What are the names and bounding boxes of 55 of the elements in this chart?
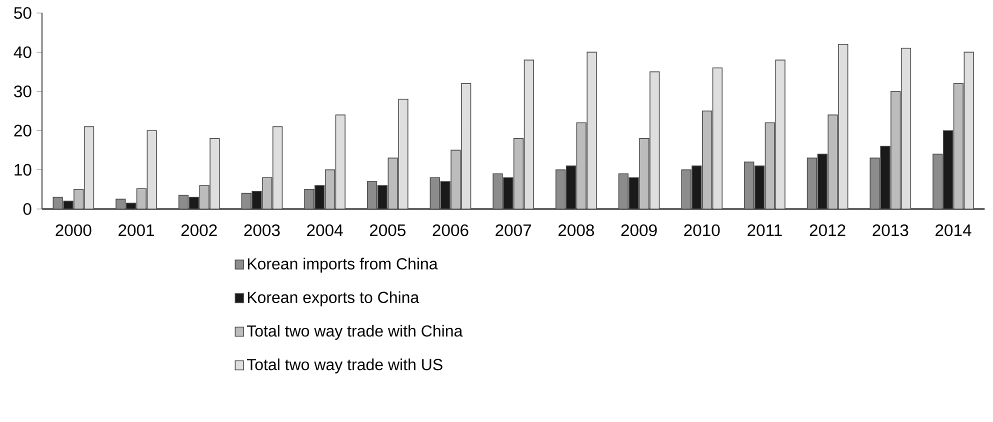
bar (817, 154, 828, 209)
bar (398, 98, 408, 209)
bar (576, 122, 586, 209)
x-tick-label: 2006 (432, 224, 468, 236)
legend-label: Korean imports from China (248, 258, 438, 273)
bar (775, 60, 786, 209)
bar (335, 114, 346, 209)
bar (324, 169, 336, 209)
y-tick-label: 0 (23, 203, 32, 215)
x-tick-label: 2013 (872, 224, 908, 236)
bar (178, 195, 188, 209)
bar (650, 71, 660, 209)
x-tick-label: 2007 (496, 224, 532, 236)
bar (702, 110, 712, 209)
x-tick-label: 2004 (307, 224, 343, 236)
legend-label: Korean exports to China (248, 291, 420, 306)
bar (639, 138, 650, 209)
x-tick-label: 2010 (684, 224, 720, 236)
x-tick-label: 2009 (621, 224, 657, 236)
bar (146, 130, 157, 209)
bar (84, 126, 94, 209)
x-tick-label: 2011 (748, 224, 782, 236)
legend-label: Total two way trade with US (246, 358, 442, 374)
bar (953, 83, 964, 209)
y-tick-label: 10 (14, 164, 32, 176)
bar (272, 126, 283, 209)
bar (838, 44, 848, 209)
bar (828, 114, 838, 209)
x-tick-label: 2005 (370, 224, 406, 236)
x-tick-label: 2014 (936, 224, 972, 236)
bar (932, 154, 943, 209)
bar (764, 122, 775, 209)
bar (450, 150, 461, 209)
bar (513, 138, 524, 209)
x-tick-label: 2003 (244, 224, 280, 236)
x-tick-label: 2008 (558, 224, 594, 236)
y-tick-label: 30 (14, 86, 32, 98)
x-tick-label: 2001 (118, 224, 154, 236)
bar (524, 60, 534, 209)
bar (942, 130, 954, 209)
y-tick-label: 50 (14, 7, 32, 19)
x-tick-label: 2012 (810, 224, 846, 236)
x-tick-label: 2000 (56, 224, 92, 236)
y-tick-label: 20 (14, 124, 32, 137)
bar (890, 91, 901, 209)
bar (712, 67, 723, 209)
y-tick-label: 40 (14, 46, 32, 58)
legend-label: Total two way trade with China (246, 324, 463, 340)
bar (900, 48, 912, 209)
bar (880, 146, 890, 209)
x-tick-label: 2002 (181, 224, 217, 236)
bar (461, 83, 472, 209)
bar (586, 52, 597, 209)
bar (210, 138, 220, 209)
bar (964, 52, 974, 209)
